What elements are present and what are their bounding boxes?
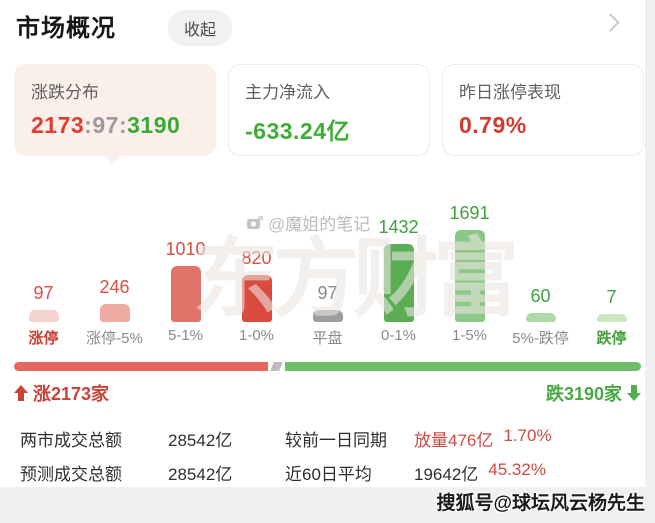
chart-column: 97 [292,188,363,322]
card-distribution-value: 2173:97:3190 [31,112,199,139]
bar-category-label: 0-1% [380,327,417,344]
bar [99,304,130,322]
total-turnover-label: 两市成交总额 [20,430,122,450]
bar-value-label: 1432 [378,217,419,237]
bar-category-label: 5-1% [167,327,204,344]
down-total-text: 跌3190家 [545,384,622,404]
summary-cards: 涨跌分布 2173:97:3190 主力净流入 -633.24亿 昨日涨停表现 … [14,64,644,164]
up-total: 涨2173家 [14,380,109,406]
vs-prev-day-value: 放量476亿 [414,430,494,450]
right-edge-strip [645,0,655,487]
total-turnover: 两市成交总额 28542亿 [20,426,285,451]
avg-60d: 近60日平均 19642亿 45.32% [285,460,546,485]
bar [170,266,201,322]
down-total: 跌3190家 [546,380,641,406]
footer-watermark: 搜狐号@球坛风云杨先生 [436,493,645,514]
turnover-stats: 两市成交总额 28542亿 较前一日同期 放量476亿 1.70% 预测成交总额… [20,421,641,489]
card-yesterday-limit-up-label: 昨日涨停表现 [459,83,561,102]
card-yesterday-limit-up[interactable]: 昨日涨停表现 0.79% [442,64,644,156]
chart-column: 246 [79,188,150,322]
bar [312,310,343,322]
vs-prev-day-label: 较前一日同期 [285,430,387,450]
bar [241,275,272,322]
chart-column: 7 [576,188,647,322]
avg-60d-label: 近60日平均 [285,464,372,484]
bar-category-label: 1-5% [451,327,488,344]
chart-column: 97 [8,188,79,322]
chart-column: 1691 [434,188,505,322]
chart-columns: 97 246 1010 820 97 1432 1691 60 7 [8,188,647,322]
sep1: : [84,112,93,138]
stat-row-forecast: 预测成交总额 28542亿 近60日平均 19642亿 45.32% [20,455,641,489]
bar-category-label: 5%-跌停 [512,330,569,347]
ratio-up-segment [14,362,268,371]
collapse-button[interactable]: 收起 [168,10,233,46]
vs-prev-day: 较前一日同期 放量476亿 1.70% [285,426,552,451]
card-yesterday-limit-up-value: 0.79% [459,112,527,138]
bar [28,310,59,322]
bar [383,244,414,322]
flat-count: 97 [92,112,119,138]
bar-category-label: 1-0% [238,327,275,344]
sep2: : [118,112,128,138]
bar-value-label: 97 [317,283,338,303]
bar-value-label: 246 [99,277,130,297]
ratio-down-segment [284,362,641,371]
bar [454,230,485,322]
bar-value-label: 60 [530,286,551,306]
forecast-turnover: 预测成交总额 28542亿 [20,460,285,485]
bar-value-label: 7 [606,287,617,307]
chart-column: 1010 [150,188,221,322]
ratio-labels: 涨2173家 跌3190家 [14,380,641,406]
avg-60d-pct: 45.32% [488,459,546,479]
chart-column: 60 [505,188,576,322]
vs-prev-day-pct: 1.70% [503,425,552,445]
chart-column: 1432 [363,188,434,322]
distribution-chart: 东方财富 @魔姐的笔记 97 246 1010 820 97 1432 1691 60 7 涨停… [8,188,647,350]
stat-row-total: 两市成交总额 28542亿 较前一日同期 放量476亿 1.70% [20,421,641,455]
card-net-inflow-value: -633.24亿 [245,118,351,144]
arrow-up-icon [14,385,28,401]
bar [525,313,556,322]
up-count: 2173 [31,112,85,138]
bar-category-label: 涨停-5% [86,330,143,347]
bar-category-label: 涨停 [28,330,59,347]
card-net-inflow-label: 主力净流入 [245,83,330,102]
forecast-turnover-label: 预测成交总额 [20,464,122,484]
avg-60d-value: 19642亿 [414,464,479,484]
card-distribution-label: 涨跌分布 [31,83,99,102]
chart-category-labels: 涨停 涨停-5% 5-1% 1-0% 平盘 0-1% 1-5% 5%-跌停 跌停 [8,327,647,348]
chart-column: 820 [221,188,292,322]
card-net-inflow[interactable]: 主力净流入 -633.24亿 [228,64,430,156]
down-count: 3190 [127,112,181,138]
bar-value-label: 1691 [449,203,490,223]
bar-category-label: 平盘 [312,330,343,347]
header: 市场概况 收起 [16,8,635,46]
up-total-text: 涨2173家 [33,384,110,404]
footer-band: 搜狐号@球坛风云杨先生 [0,487,655,523]
bar-value-label: 97 [33,283,54,303]
bar [596,314,627,322]
forecast-turnover-value: 28542亿 [168,464,233,484]
total-turnover-value: 28542亿 [168,430,233,450]
chevron-right-icon[interactable] [601,13,620,32]
bar-category-label: 跌停 [596,330,627,347]
card-distribution[interactable]: 涨跌分布 2173:97:3190 [14,64,216,164]
arrow-down-icon [627,385,641,401]
page-title: 市场概况 [16,15,116,42]
bar-value-label: 820 [241,248,272,268]
bar-value-label: 1010 [165,239,206,259]
ratio-bar [14,362,641,371]
